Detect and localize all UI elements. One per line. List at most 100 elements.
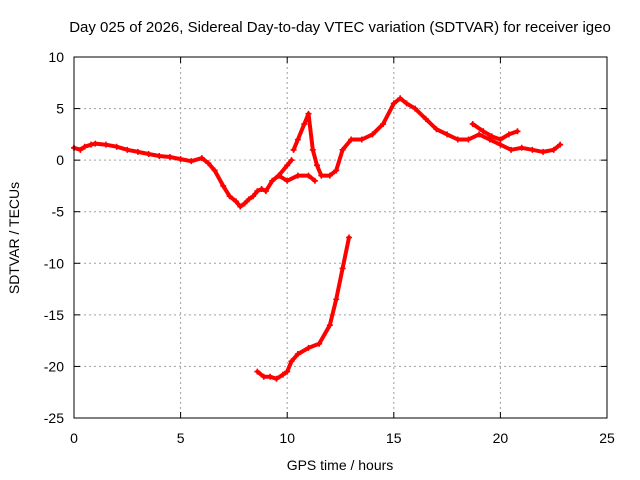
data-point bbox=[294, 351, 301, 358]
data-point bbox=[550, 146, 557, 153]
y-tick-label: -25 bbox=[44, 410, 64, 426]
data-point bbox=[390, 100, 397, 107]
data-series bbox=[71, 95, 564, 382]
data-point bbox=[233, 198, 240, 205]
data-point bbox=[226, 193, 233, 200]
data-point bbox=[113, 143, 120, 150]
data-point bbox=[403, 100, 410, 107]
data-point bbox=[284, 368, 291, 375]
x-axis: 0 5 10 15 20 25 bbox=[70, 57, 615, 446]
data-point bbox=[269, 177, 276, 184]
data-point bbox=[316, 340, 323, 347]
y-tick-label: 0 bbox=[56, 152, 64, 168]
y-tick-label: 10 bbox=[48, 49, 64, 65]
data-point bbox=[250, 193, 257, 200]
data-point bbox=[279, 371, 286, 378]
series-trace bbox=[291, 96, 563, 178]
y-tick-label: -20 bbox=[44, 358, 64, 374]
data-point bbox=[241, 200, 248, 207]
data-point bbox=[339, 146, 346, 153]
chart-title: Day 025 of 2026, Sidereal Day-to-day VTE… bbox=[69, 19, 611, 36]
data-point bbox=[220, 182, 227, 189]
data-point bbox=[294, 136, 301, 143]
data-point bbox=[348, 136, 355, 143]
data-point bbox=[497, 136, 504, 143]
data-point bbox=[288, 358, 295, 365]
data-point bbox=[305, 344, 312, 351]
data-point bbox=[309, 146, 316, 153]
data-point bbox=[326, 322, 333, 329]
data-point bbox=[284, 162, 291, 169]
data-point bbox=[198, 155, 205, 162]
data-point bbox=[245, 196, 252, 203]
data-point bbox=[333, 167, 340, 174]
data-point bbox=[505, 131, 512, 138]
y-tick-label: -15 bbox=[44, 307, 64, 323]
data-point bbox=[433, 126, 440, 133]
data-point bbox=[465, 136, 472, 143]
data-point bbox=[518, 144, 525, 151]
data-point bbox=[476, 131, 483, 138]
data-point bbox=[102, 141, 109, 148]
data-point bbox=[480, 128, 487, 135]
series-trace bbox=[255, 235, 351, 381]
x-tick-label: 15 bbox=[386, 430, 402, 446]
data-point bbox=[339, 265, 346, 272]
data-point bbox=[237, 203, 244, 210]
y-tick-label: 5 bbox=[56, 101, 64, 117]
data-point bbox=[124, 146, 131, 153]
x-tick-label: 5 bbox=[177, 430, 185, 446]
data-point bbox=[288, 157, 295, 164]
series-trace bbox=[72, 141, 294, 209]
data-point bbox=[273, 375, 280, 382]
data-point bbox=[311, 177, 318, 184]
data-point bbox=[469, 121, 476, 128]
x-tick-label: 25 bbox=[599, 430, 615, 446]
data-point bbox=[258, 186, 265, 193]
data-point bbox=[254, 368, 261, 375]
series-group bbox=[71, 140, 295, 210]
data-point bbox=[284, 177, 291, 184]
x-axis-label: GPS time / hours bbox=[287, 457, 394, 473]
data-point bbox=[166, 154, 173, 161]
data-point bbox=[314, 162, 321, 169]
data-point bbox=[305, 172, 312, 179]
y-axis: 10 5 0 -5 -10 -15 -20 -25 bbox=[44, 49, 607, 426]
data-point bbox=[318, 172, 325, 179]
data-point bbox=[81, 143, 88, 150]
data-point bbox=[267, 373, 274, 380]
data-point bbox=[508, 146, 515, 153]
data-point bbox=[275, 172, 282, 179]
plot-frame bbox=[73, 56, 608, 419]
data-point bbox=[88, 141, 95, 148]
x-tick-label: 0 bbox=[70, 430, 78, 446]
data-point bbox=[77, 146, 84, 153]
data-point bbox=[422, 115, 429, 122]
data-point bbox=[177, 156, 184, 163]
series-group bbox=[254, 234, 353, 382]
data-point bbox=[346, 234, 353, 241]
data-point bbox=[486, 136, 493, 143]
data-point bbox=[444, 131, 451, 138]
data-point bbox=[301, 121, 308, 128]
data-point bbox=[92, 140, 99, 147]
data-point bbox=[156, 153, 163, 160]
data-point bbox=[397, 95, 404, 102]
data-point bbox=[514, 128, 521, 135]
data-point bbox=[262, 188, 269, 195]
data-point bbox=[290, 146, 297, 153]
data-point bbox=[412, 105, 419, 112]
y-tick-label: -5 bbox=[52, 204, 65, 220]
data-point bbox=[557, 141, 564, 148]
series-group bbox=[469, 121, 521, 143]
x-tick-label: 20 bbox=[493, 430, 509, 446]
data-point bbox=[497, 141, 504, 148]
data-point bbox=[254, 188, 261, 195]
data-point bbox=[134, 148, 141, 155]
data-point bbox=[294, 172, 301, 179]
data-point bbox=[380, 121, 387, 128]
data-point bbox=[260, 373, 267, 380]
data-point bbox=[540, 148, 547, 155]
data-point bbox=[454, 136, 461, 143]
